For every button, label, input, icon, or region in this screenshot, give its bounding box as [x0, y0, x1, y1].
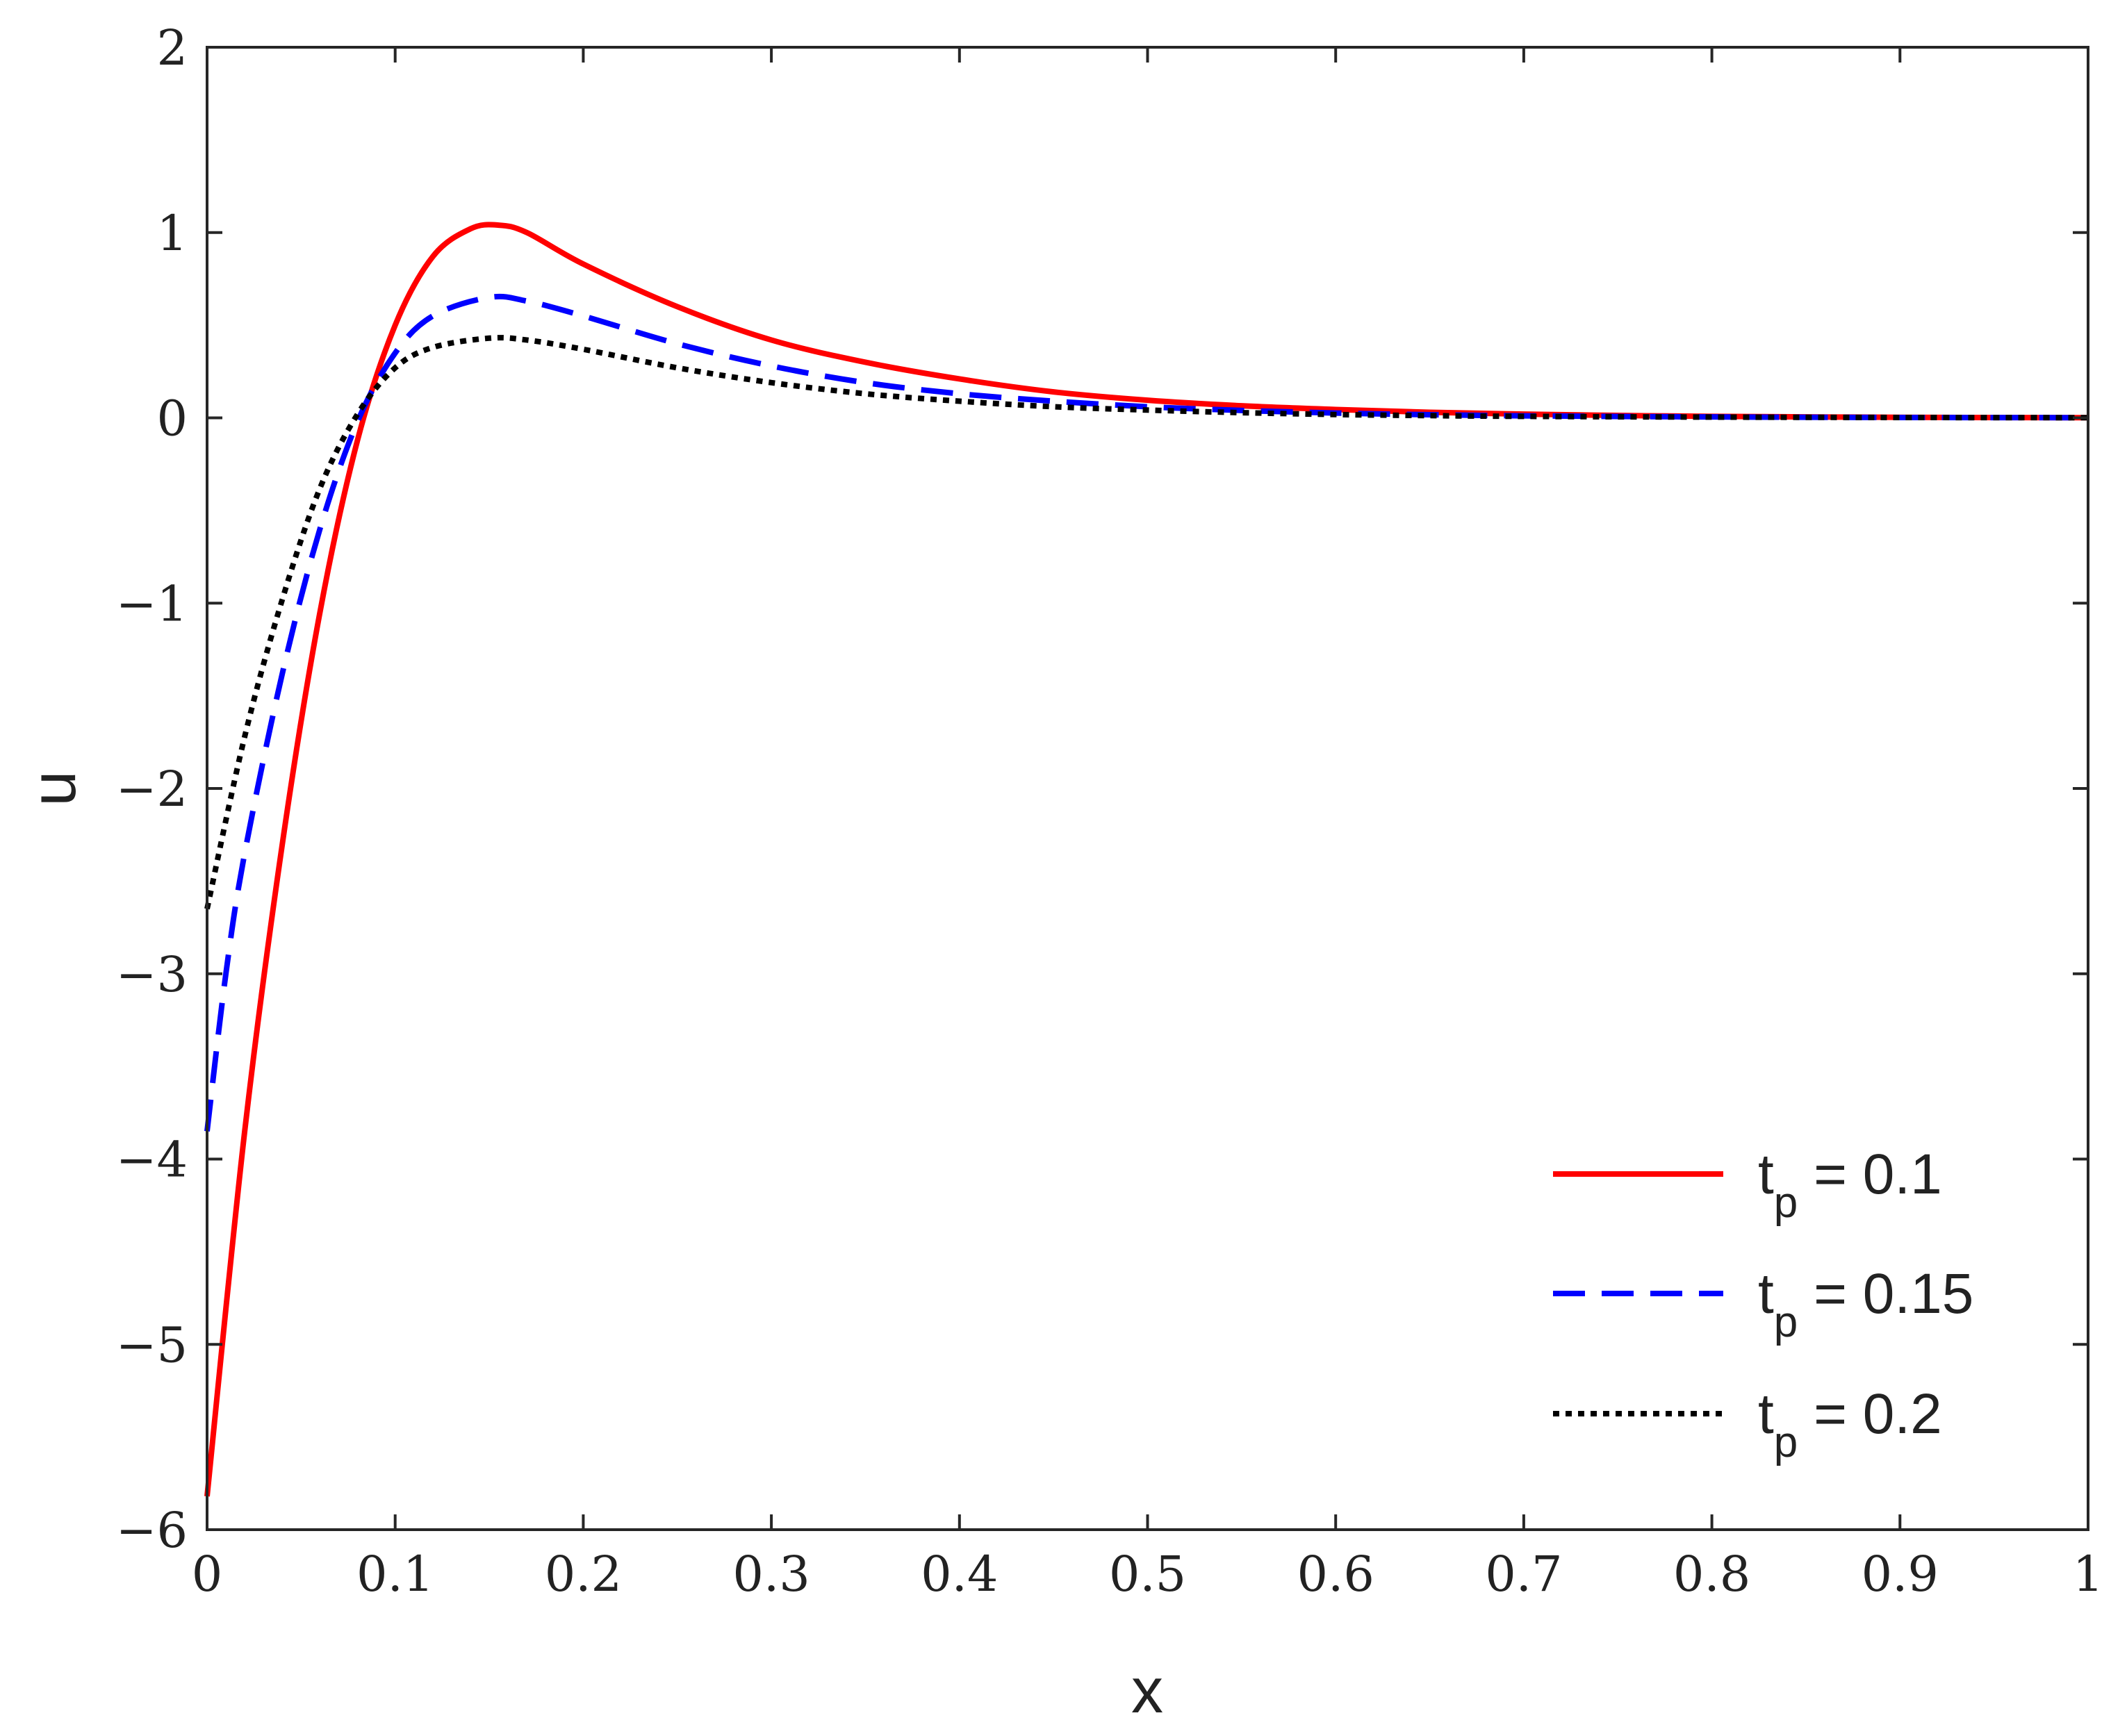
legend-label-subscript: p	[1774, 1298, 1798, 1346]
y-tick-label: 1	[156, 205, 188, 262]
x-tick-label: 0.5	[1109, 1546, 1186, 1603]
x-tick-label: 0	[192, 1546, 223, 1603]
legend-label-1: tp = 0.1	[1758, 1143, 1942, 1227]
x-tick-label: 0.4	[921, 1546, 998, 1603]
legend-label-value: = 0.2	[1798, 1382, 1941, 1446]
legend-label-subscript: p	[1774, 1419, 1798, 1466]
y-tick-label: −1	[116, 575, 188, 632]
y-tick-label: 0	[156, 390, 188, 447]
x-tick-label: 0.3	[732, 1546, 810, 1603]
x-tick-label: 0.9	[1862, 1546, 1939, 1603]
y-tick-label: −3	[116, 946, 188, 1003]
x-tick-label: 0.8	[1673, 1546, 1750, 1603]
legend-label-base: t	[1758, 1382, 1774, 1446]
legend-label-base: t	[1758, 1143, 1774, 1206]
x-tick-label: 0.6	[1297, 1546, 1374, 1603]
y-tick-label: −5	[116, 1316, 188, 1373]
legend-label-value: = 0.15	[1798, 1262, 1973, 1325]
tick-labels-group: 0 0.1 0.2 0.3 0.4 0.5 0.6 0.7 0.8 0.9 1 −6 −5 −4 −3 −2 −…	[116, 19, 2103, 1603]
y-tick-label: −2	[116, 761, 188, 818]
legend-label-3: tp = 0.2	[1758, 1382, 1942, 1466]
data-series-group	[204, 222, 2089, 1497]
x-tick-label: 1	[2073, 1546, 2104, 1603]
y-tick-label: 2	[156, 19, 188, 76]
series-line-3	[204, 335, 2089, 910]
x-tick-label: 0.2	[545, 1546, 622, 1603]
x-tick-label: 0.7	[1485, 1546, 1562, 1603]
y-tick-label: −4	[116, 1132, 188, 1189]
y-tick-label: −6	[116, 1502, 188, 1559]
plot-area	[207, 47, 2088, 1530]
x-tick-label: 0.1	[356, 1546, 434, 1603]
legend-label-2: tp = 0.15	[1758, 1262, 1973, 1346]
legend-label-subscript: p	[1774, 1179, 1798, 1227]
legend-label-base: t	[1758, 1262, 1774, 1325]
legend-label-value: = 0.1	[1798, 1143, 1941, 1206]
y-axis-label: u	[18, 770, 89, 806]
tick-marks-group	[206, 46, 2089, 1531]
x-axis-label: x	[1131, 1655, 1163, 1726]
